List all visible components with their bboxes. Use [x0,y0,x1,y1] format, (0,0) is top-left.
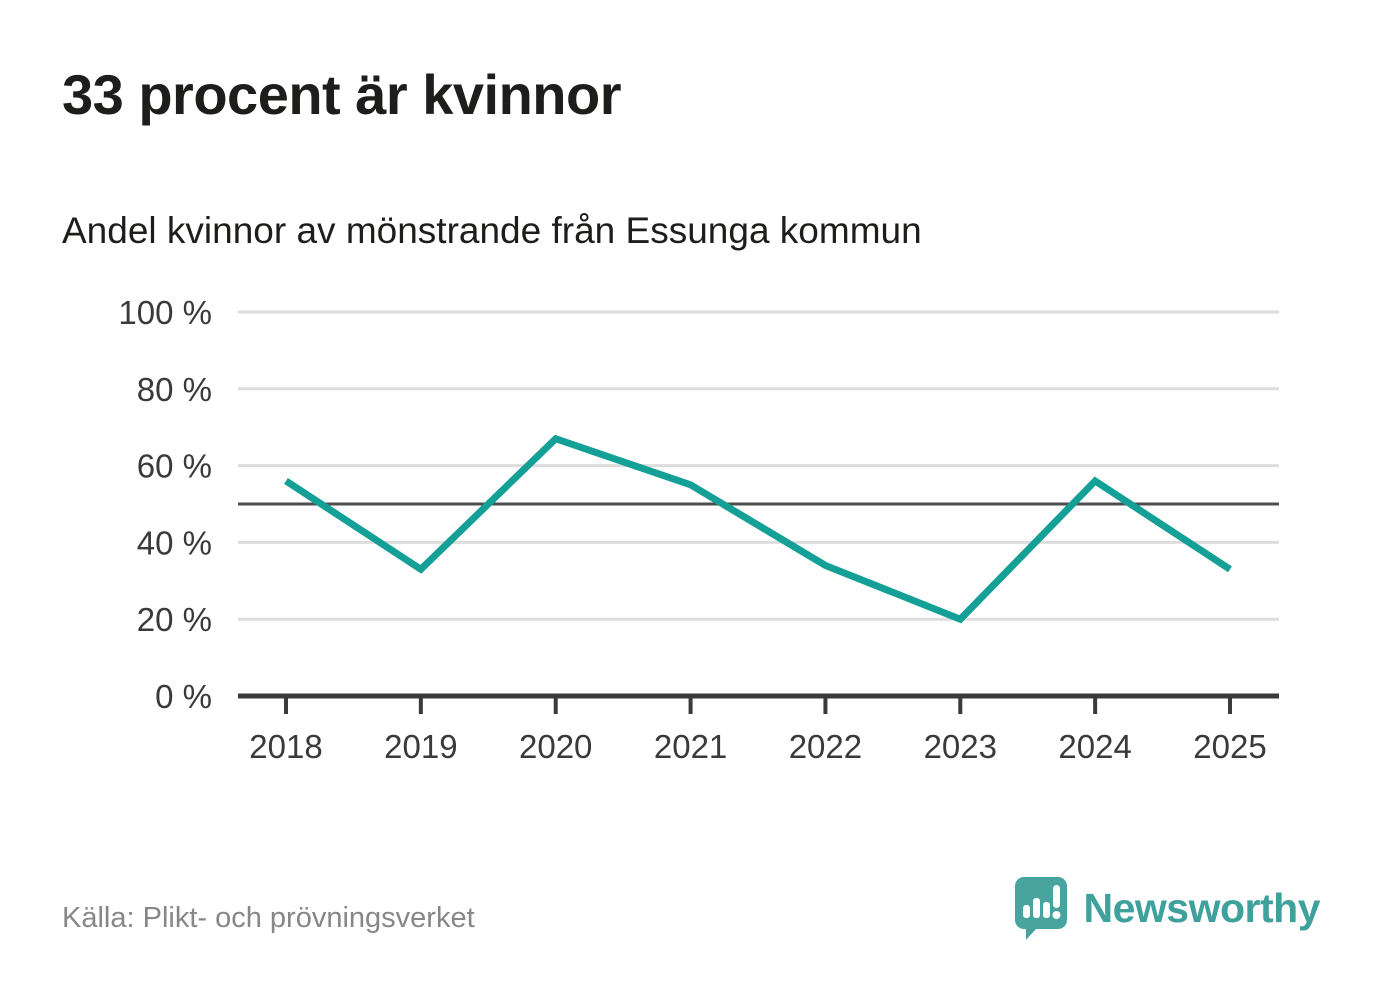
logo-exclamation-dot [1052,911,1060,919]
x-tick-label: 2019 [384,728,457,765]
series-line [284,434,1232,624]
page-title: 33 procent är kvinnor [62,63,622,126]
chart-subtitle: Andel kvinnor av mönstrande från Essunga… [62,210,922,251]
brand-name: Newsworthy [1083,884,1321,931]
brand-logo: Newsworthy [1014,876,1321,940]
logo-bar-3 [1042,902,1050,918]
source-note: Källa: Plikt- och prövningsverket [62,902,475,934]
y-tick-label: 0 % [155,678,212,715]
x-tick-label: 2022 [789,728,862,765]
newsworthy-logo-icon [1014,877,1067,940]
x-tick-label: 2018 [249,728,322,765]
y-tick-label: 60 % [137,448,212,485]
y-tick-label: 80 % [137,371,212,408]
x-tick-label: 2025 [1193,728,1266,765]
x-tick-label: 2023 [924,728,997,765]
x-tick-label: 2020 [519,728,592,765]
x-tick-label: 2024 [1058,728,1131,765]
y-tick-label: 20 % [137,601,212,638]
y-tick-label: 100 % [118,294,212,331]
logo-bar-1 [1022,905,1030,918]
logo-exclamation-bar [1052,885,1060,908]
logo-bar-2 [1032,898,1040,918]
y-tick-label: 40 % [137,524,212,561]
x-tick-label: 2021 [654,728,727,765]
